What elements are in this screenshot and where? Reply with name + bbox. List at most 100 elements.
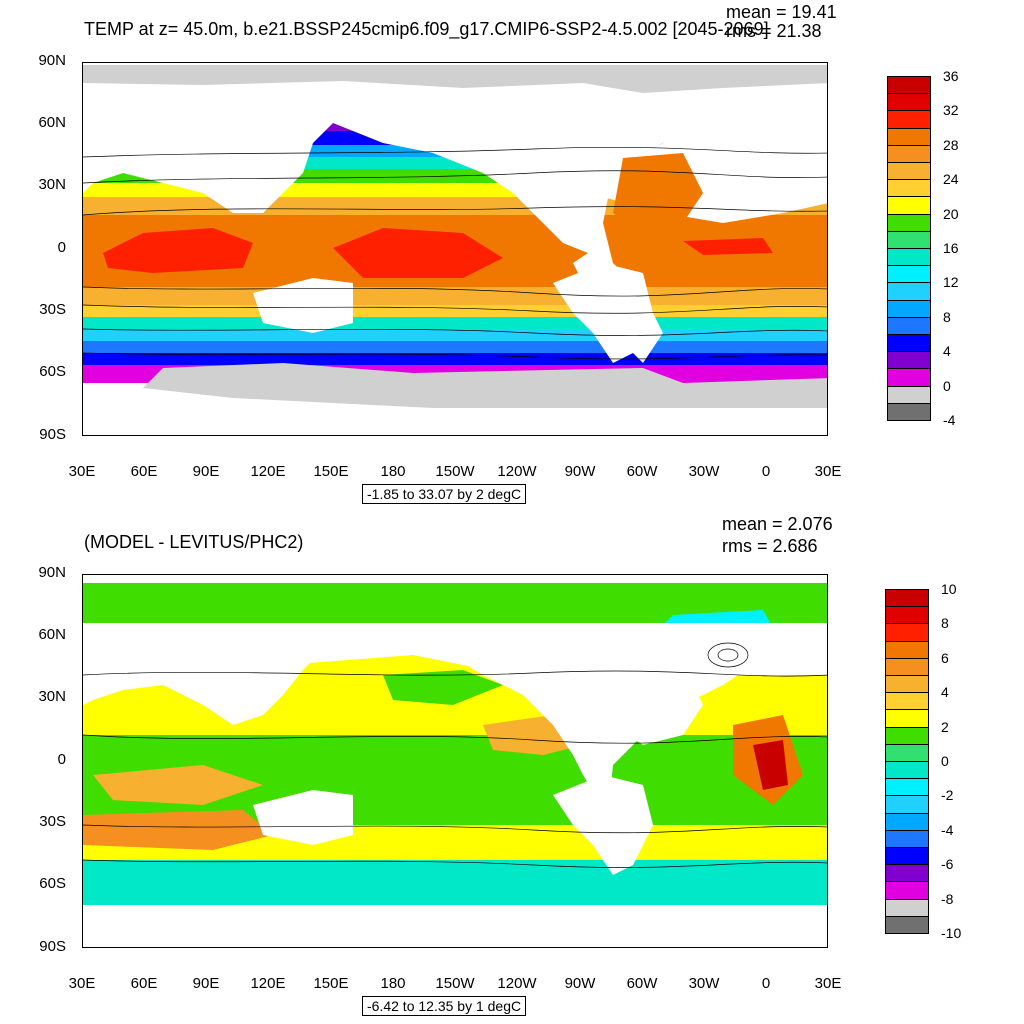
- colorbar-label: 28: [943, 136, 959, 153]
- colorbar-label: 0: [943, 377, 951, 394]
- colorbar-swatch: [887, 76, 931, 95]
- colorbar-label: 2: [941, 718, 949, 735]
- lon-label: 60E: [130, 975, 158, 992]
- colorbar-swatch: [885, 761, 929, 780]
- lon-label: 150E: [313, 463, 349, 480]
- colorbar-swatch: [887, 282, 931, 301]
- lat-label: 90S: [39, 938, 66, 955]
- colorbar-label: 20: [943, 205, 959, 222]
- colorbar-swatch: [885, 898, 929, 917]
- lon-label: 90E: [192, 463, 220, 480]
- lon-label: 30E: [68, 975, 96, 992]
- lon-label: 120E: [250, 975, 286, 992]
- colorbar-swatch: [887, 265, 931, 284]
- colorbar-swatch: [887, 162, 931, 181]
- colorbar-swatch: [887, 144, 931, 163]
- panel-title: TEMP at z= 45.0m, b.e21.BSSP245cmip6.f09…: [84, 19, 769, 39]
- colorbar-swatch: [885, 778, 929, 797]
- lat-label: 30N: [38, 176, 66, 193]
- colorbar-swatch: [885, 795, 929, 814]
- colorbar-swatch: [885, 640, 929, 659]
- colorbar-swatch: [885, 606, 929, 625]
- lon-label: 30E: [68, 463, 96, 480]
- colorbar-label: 0: [941, 753, 949, 769]
- colorbar-swatch: [885, 709, 929, 728]
- lat-label: 60S: [39, 875, 66, 892]
- lon-label: 150E: [313, 975, 349, 992]
- colorbar-swatch: [887, 368, 931, 387]
- contour-range-label: -6.42 to 12.35 by 1 degC: [362, 996, 527, 1016]
- colorbar-swatch: [887, 213, 931, 232]
- mean-stat: mean = 2.076: [722, 514, 833, 534]
- lon-label: 60W: [626, 975, 658, 992]
- lon-label: 60E: [130, 463, 158, 480]
- lon-label: 30W: [688, 463, 720, 480]
- colorbar-swatch: [887, 196, 931, 215]
- difference-map: [82, 574, 828, 948]
- lon-label: 0: [761, 975, 771, 992]
- temperature-map: [82, 62, 828, 436]
- colorbar-label: -10: [941, 925, 962, 941]
- colorbar-label: 16: [943, 240, 959, 256]
- colorbar-swatch: [887, 351, 931, 370]
- colorbar: 36 32 28 24 20 16 12 8 4 0 -4: [887, 68, 1017, 428]
- lat-label: 30N: [38, 688, 66, 705]
- colorbar-swatch: [885, 864, 929, 883]
- colorbar-label: 10: [941, 581, 957, 597]
- colorbar-swatch: [887, 334, 931, 353]
- colorbar-swatch: [885, 915, 929, 934]
- colorbar-swatch: [885, 847, 929, 866]
- colorbar-label: 12: [943, 274, 959, 291]
- lon-label: 30W: [688, 975, 720, 992]
- colorbar-label: -2: [941, 787, 954, 804]
- lat-label: 30S: [39, 301, 66, 318]
- colorbar-swatch: [885, 829, 929, 848]
- lat-label: 60N: [38, 626, 66, 643]
- mean-stat: mean = 19.41: [726, 2, 837, 22]
- lon-label: 90W: [564, 463, 596, 480]
- lon-label: 30E: [814, 975, 842, 992]
- colorbar-swatch: [885, 623, 929, 642]
- lon-label: 90W: [564, 975, 596, 992]
- lat-label: 90N: [38, 564, 66, 581]
- colorbar-swatch: [887, 179, 931, 198]
- colorbar-swatch: [887, 230, 931, 249]
- colorbar-label: -4: [941, 821, 954, 838]
- temperature-map-graphic: [83, 63, 827, 435]
- colorbar-swatch: [887, 402, 931, 421]
- colorbar-label: 4: [943, 343, 951, 360]
- lat-label: 30S: [39, 813, 66, 830]
- colorbar-swatch: [885, 692, 929, 711]
- lon-label: 120W: [497, 463, 537, 480]
- lon-label: 120E: [250, 463, 286, 480]
- colorbar: 10 8 6 4 2 0 -2 -4 -6 -8 -10: [885, 581, 1015, 941]
- colorbar-label: 8: [943, 308, 951, 325]
- colorbar-swatch: [885, 743, 929, 762]
- panel-title: (MODEL - LEVITUS/PHC2): [84, 532, 304, 552]
- difference-map-graphic: [83, 575, 827, 947]
- colorbar-swatch: [885, 881, 929, 900]
- lon-label: 30E: [814, 463, 842, 480]
- lon-label: 180: [380, 975, 406, 992]
- contour-range-label: -1.85 to 33.07 by 2 degC: [362, 484, 527, 504]
- colorbar-label: -8: [941, 890, 954, 907]
- lat-label: 60S: [39, 363, 66, 380]
- colorbar-label: 36: [943, 68, 959, 84]
- lon-label: 0: [761, 463, 771, 480]
- temperature-panel: TEMP at z= 45.0m, b.e21.BSSP245cmip6.f09…: [38, 2, 1017, 504]
- colorbar-swatch: [885, 657, 929, 676]
- colorbar-swatch: [887, 110, 931, 129]
- colorbar-swatch: [885, 812, 929, 831]
- lat-label: 0: [57, 751, 66, 768]
- colorbar-label: -6: [941, 856, 954, 873]
- colorbar-swatch: [887, 93, 931, 112]
- lat-label: 90N: [38, 52, 66, 69]
- colorbar-swatch: [887, 299, 931, 318]
- lat-label: 0: [57, 239, 66, 256]
- rms-stat: rms = 21.38: [726, 21, 822, 41]
- lon-label: 120W: [497, 975, 537, 992]
- rms-stat: rms = 2.686: [722, 536, 818, 556]
- colorbar-swatch: [885, 589, 929, 608]
- colorbar-label: 6: [941, 649, 949, 666]
- colorbar-swatch: [885, 675, 929, 694]
